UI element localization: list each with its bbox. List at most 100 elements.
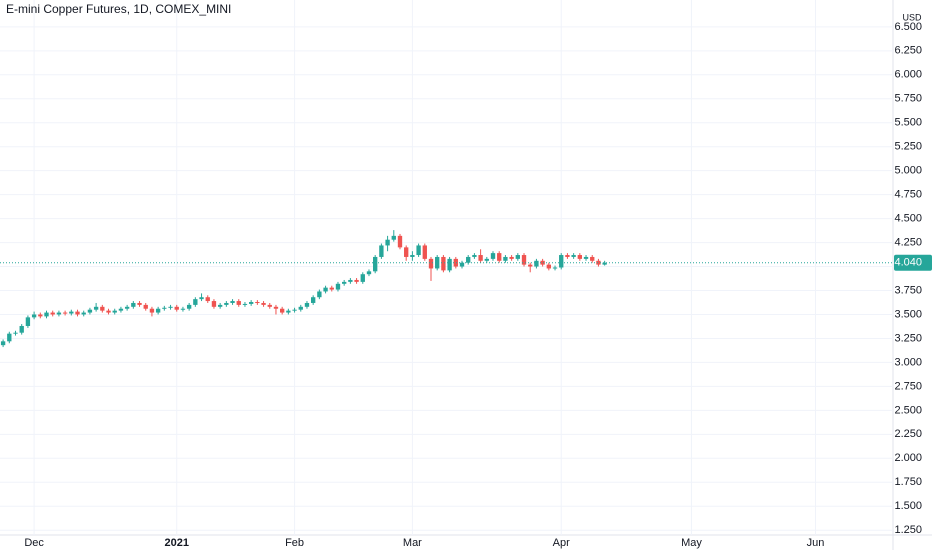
candle-body xyxy=(248,302,254,304)
x-tick-label: Apr xyxy=(553,537,570,549)
candle-body xyxy=(230,301,235,303)
candle-body xyxy=(416,245,421,256)
candle-body xyxy=(373,256,378,272)
candle-body xyxy=(509,256,514,259)
y-tick-label: 1.750 xyxy=(894,476,922,488)
candle-body xyxy=(118,308,124,311)
candle-body xyxy=(317,291,322,298)
candle-body xyxy=(515,255,520,259)
candle-body xyxy=(590,256,595,261)
candle-body xyxy=(137,302,142,305)
candle-body xyxy=(131,302,136,307)
candle-body xyxy=(335,283,341,290)
candle-body xyxy=(466,256,471,263)
y-tick-label: 2.750 xyxy=(894,380,922,392)
y-tick-label: 5.500 xyxy=(894,117,922,129)
y-tick-label: 3.750 xyxy=(894,284,922,296)
candle-body xyxy=(93,306,99,310)
candle-body xyxy=(143,304,148,309)
candle-body xyxy=(534,260,539,267)
candle-body xyxy=(180,308,186,310)
candle-body xyxy=(354,279,359,282)
candle-body xyxy=(298,306,303,310)
candle-body xyxy=(410,255,415,257)
y-tick-label: 5.000 xyxy=(894,165,922,177)
candle-body xyxy=(168,306,173,308)
candle-body xyxy=(552,267,558,269)
candle-body xyxy=(81,312,86,315)
y-tick-label: 6.250 xyxy=(894,45,922,57)
y-tick-label: 4.250 xyxy=(894,236,922,248)
candle-body xyxy=(19,325,24,333)
candle-body xyxy=(75,311,80,315)
candle-body xyxy=(217,304,223,307)
candle-body xyxy=(428,258,434,269)
candle-body xyxy=(602,262,607,265)
candle-body xyxy=(25,317,31,326)
candle-body xyxy=(459,262,465,267)
x-tick-label: Jun xyxy=(807,537,825,549)
y-tick-label: 3.250 xyxy=(894,332,922,344)
candle-body xyxy=(205,297,210,302)
candle-body xyxy=(583,256,589,259)
x-tick-label: 2021 xyxy=(164,537,188,549)
candle-body xyxy=(360,274,365,282)
y-tick-label: 3.500 xyxy=(894,308,922,320)
candle-body xyxy=(87,309,93,313)
candle-body xyxy=(404,247,409,257)
candle-body xyxy=(199,297,204,300)
candle-body xyxy=(193,299,198,305)
candle-body xyxy=(13,332,18,334)
chart-title: E-mini Copper Futures, 1D, COMEX_MINI xyxy=(6,2,231,16)
candle-body xyxy=(478,255,483,261)
y-tick-label: 6.000 xyxy=(894,69,922,81)
candle-body xyxy=(124,306,130,309)
candle-body xyxy=(546,264,551,269)
candle-body xyxy=(56,312,62,315)
x-tick-label: Dec xyxy=(24,537,44,549)
candle-body xyxy=(149,308,155,313)
candle-body xyxy=(503,256,508,261)
candle-body xyxy=(310,297,316,303)
candle-body xyxy=(261,302,266,305)
y-tick-label: 5.250 xyxy=(894,141,922,153)
y-tick-label: 4.500 xyxy=(894,213,922,225)
candle-body xyxy=(559,255,564,268)
candle-body xyxy=(323,287,328,292)
candle-body xyxy=(162,307,167,309)
candle-body xyxy=(273,306,279,309)
candle-body xyxy=(286,310,291,313)
candle-body xyxy=(490,253,496,259)
candle-body xyxy=(540,260,545,265)
y-tick-label: 1.500 xyxy=(894,500,922,512)
y-tick-label: 1.250 xyxy=(894,524,922,536)
candle-body xyxy=(236,301,241,305)
candle-body xyxy=(366,271,372,275)
candle-body xyxy=(521,255,527,265)
candle-body xyxy=(472,255,477,257)
candle-body xyxy=(329,287,334,290)
candle-body xyxy=(342,281,347,284)
candle-body xyxy=(44,312,49,317)
candle-body xyxy=(441,256,446,271)
y-tick-label: 4.750 xyxy=(894,189,922,201)
x-tick-label: May xyxy=(681,537,702,549)
candle-body xyxy=(497,253,502,261)
candle-body xyxy=(211,301,217,307)
x-tick-label: Mar xyxy=(403,537,422,549)
candle-body xyxy=(304,302,310,307)
candle-body xyxy=(0,341,6,346)
x-tick-label: Feb xyxy=(285,537,304,549)
candle-body xyxy=(571,255,576,257)
candle-body xyxy=(577,255,583,259)
candle-body xyxy=(69,311,74,314)
candle-body xyxy=(447,258,452,271)
candle-body xyxy=(242,303,248,305)
candle-body xyxy=(255,302,260,304)
candle-body xyxy=(38,314,43,317)
candle-body xyxy=(112,310,117,313)
candle-body xyxy=(224,302,229,305)
candle-body xyxy=(348,279,353,282)
